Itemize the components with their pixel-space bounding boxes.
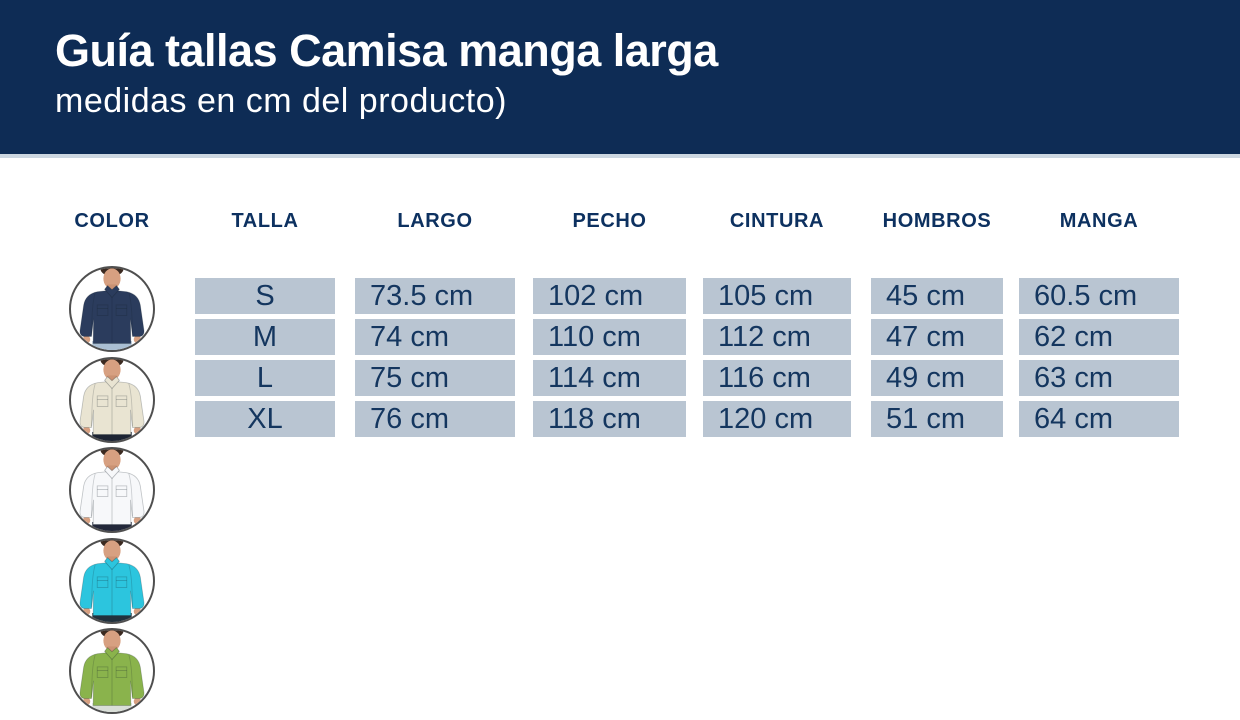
face-shape bbox=[103, 539, 121, 561]
chest-pocket-right bbox=[115, 304, 128, 316]
shirt-body bbox=[79, 380, 145, 435]
sleeve-seam-right bbox=[128, 473, 133, 517]
column-header-cintura: CINTURA bbox=[729, 210, 825, 232]
shirt-collar bbox=[104, 375, 120, 389]
shirt-photo-illustration bbox=[79, 630, 145, 712]
shirt-swatch-beige bbox=[69, 356, 155, 443]
shirt-collar bbox=[104, 556, 120, 570]
pants-shape bbox=[92, 702, 132, 712]
face-shape bbox=[103, 268, 121, 289]
shirt-collar bbox=[104, 466, 120, 480]
hombros-cell-s: 45 cm bbox=[871, 278, 1003, 314]
column-header-largo: LARGO bbox=[397, 210, 473, 232]
column-header-hombros: HOMBROS bbox=[882, 210, 992, 232]
shirt-photo-illustration bbox=[79, 268, 145, 350]
face-shape bbox=[103, 358, 121, 380]
table-column-pecho: 102 cm 110 cm 114 cm 118 cm bbox=[533, 278, 686, 437]
page-subtitle: medidas en cm del producto) bbox=[55, 82, 507, 120]
column-header-pecho: PECHO bbox=[572, 210, 647, 232]
table-column-largo: 73.5 cm 74 cm 75 cm 76 cm bbox=[355, 278, 515, 437]
pants-shape bbox=[92, 521, 132, 531]
shirt-body bbox=[79, 470, 145, 525]
chest-pocket-left bbox=[96, 394, 109, 407]
face-shape bbox=[103, 630, 121, 651]
largo-cell-s: 73.5 cm bbox=[355, 278, 515, 314]
table-column-hombros: 45 cm 47 cm 49 cm 51 cm bbox=[871, 278, 1003, 437]
largo-cell-xl: 76 cm bbox=[355, 401, 515, 437]
neck-shape bbox=[107, 646, 117, 654]
sleeve-seam-left bbox=[91, 292, 96, 336]
manga-cell-m: 62 cm bbox=[1019, 319, 1179, 355]
pecho-cell-xl: 118 cm bbox=[533, 401, 686, 437]
pecho-cell-s: 102 cm bbox=[533, 278, 686, 314]
chest-pocket-left bbox=[96, 666, 109, 678]
chest-pocket-right bbox=[115, 485, 128, 497]
shirt-collar bbox=[104, 285, 120, 299]
column-header-manga: MANGA bbox=[1059, 210, 1139, 232]
table-column-talla: S M L XL bbox=[195, 278, 335, 437]
sleeve-seam-left bbox=[91, 563, 96, 607]
cintura-cell-m: 112 cm bbox=[703, 319, 851, 355]
sleeve-seam-right bbox=[128, 563, 133, 607]
chest-pocket-left bbox=[96, 485, 109, 497]
hombros-cell-l: 49 cm bbox=[871, 360, 1003, 396]
shirt-swatch-navy bbox=[69, 266, 155, 352]
chest-pocket-right bbox=[115, 575, 128, 588]
sleeve-seam-right bbox=[128, 382, 133, 426]
largo-cell-m: 74 cm bbox=[355, 319, 515, 355]
pecho-cell-m: 110 cm bbox=[533, 319, 686, 355]
cintura-cell-s: 105 cm bbox=[703, 278, 851, 314]
sleeve-seam-left bbox=[91, 473, 96, 517]
largo-cell-l: 75 cm bbox=[355, 360, 515, 396]
pecho-cell-l: 114 cm bbox=[533, 360, 686, 396]
shirt-photo-illustration bbox=[79, 449, 145, 531]
table-column-manga: 60.5 cm 62 cm 63 cm 64 cm bbox=[1019, 278, 1179, 437]
talla-cell-xl: XL bbox=[195, 401, 335, 437]
face-shape bbox=[103, 449, 121, 470]
column-header-talla: TALLA bbox=[231, 210, 299, 232]
shirt-body bbox=[79, 289, 145, 344]
shirt-photo-illustration bbox=[79, 358, 145, 441]
pants-shape bbox=[92, 431, 132, 441]
color-swatch-column bbox=[69, 266, 155, 714]
hombros-cell-m: 47 cm bbox=[871, 319, 1003, 355]
pants-shape bbox=[92, 340, 132, 350]
page-title: Guía tallas Camisa manga larga bbox=[55, 25, 718, 76]
sleeve-seam-right bbox=[128, 292, 133, 336]
column-header-color: COLOR bbox=[74, 210, 150, 232]
sleeve-seam-left bbox=[91, 654, 96, 698]
shirt-swatch-green bbox=[69, 628, 155, 714]
manga-cell-xl: 64 cm bbox=[1019, 401, 1179, 437]
talla-cell-m: M bbox=[195, 319, 335, 355]
manga-cell-l: 63 cm bbox=[1019, 360, 1179, 396]
talla-cell-s: S bbox=[195, 278, 335, 314]
table-column-cintura: 105 cm 112 cm 116 cm 120 cm bbox=[703, 278, 851, 437]
neck-shape bbox=[107, 284, 117, 292]
pants-shape bbox=[92, 612, 132, 622]
hombros-cell-xl: 51 cm bbox=[871, 401, 1003, 437]
shirt-body bbox=[79, 561, 145, 616]
header-banner: Guía tallas Camisa manga larga medidas e… bbox=[0, 0, 1240, 158]
neck-shape bbox=[107, 555, 117, 564]
chest-pocket-left bbox=[96, 304, 109, 316]
sleeve-seam-right bbox=[128, 654, 133, 698]
neck-shape bbox=[107, 465, 117, 473]
chest-pocket-left bbox=[96, 575, 109, 588]
shirt-swatch-white bbox=[69, 447, 155, 533]
shirt-photo-illustration bbox=[79, 539, 145, 622]
cintura-cell-l: 116 cm bbox=[703, 360, 851, 396]
shirt-swatch-turquoise bbox=[69, 537, 155, 624]
talla-cell-l: L bbox=[195, 360, 335, 396]
chest-pocket-right bbox=[115, 666, 128, 678]
chest-pocket-right bbox=[115, 394, 128, 407]
sleeve-seam-left bbox=[91, 382, 96, 426]
shirt-collar bbox=[104, 647, 120, 661]
manga-cell-s: 60.5 cm bbox=[1019, 278, 1179, 314]
cintura-cell-xl: 120 cm bbox=[703, 401, 851, 437]
shirt-body bbox=[79, 651, 145, 706]
neck-shape bbox=[107, 374, 117, 383]
